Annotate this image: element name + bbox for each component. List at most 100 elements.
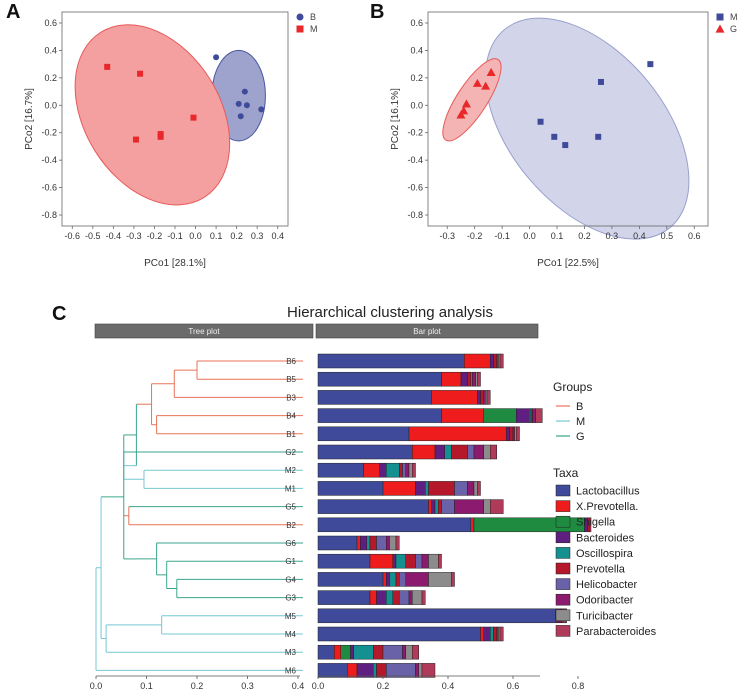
- clustering-panel: Hierarchical clustering analysis Tree pl…: [90, 304, 657, 691]
- bar-segment-m2-prevotella: [399, 462, 403, 478]
- bar-segment-m4-prevotella: [493, 626, 497, 642]
- taxa-legend-label-helicobacter: Helicobacter: [576, 579, 637, 591]
- bar-segment-g2-bacteroides: [434, 444, 445, 460]
- taxa-legend-swatch-oscillospira: [555, 547, 571, 559]
- point-a-b-4: [243, 102, 250, 109]
- bar-segment-g6-prevotella: [369, 535, 377, 551]
- sample-labels: B6 B5 B3 B4 B1 G2 M2 M1 G5 B2 G6 G1 G4 G3 M5 M4 M3 M6: [285, 357, 297, 675]
- bar-segment-b1-prevotella: [509, 426, 514, 442]
- point-b-m-1: [647, 61, 654, 68]
- bar-segment-g2-helicobacter: [467, 444, 475, 460]
- bar-segment-m1-helicobacter: [454, 481, 468, 496]
- bar-segment-b4-odoribacter: [532, 408, 536, 423]
- x-tick-label: 0.4: [271, 231, 284, 241]
- bar-segment-g3-parabacteroides: [421, 590, 426, 605]
- x-tick-label: 0.2: [230, 231, 243, 241]
- bar-segment-b6-xprevotella: [464, 353, 491, 369]
- bar-segment-g2-odoribacter: [473, 444, 484, 460]
- bar-segment-g5-oscillospira: [434, 499, 439, 514]
- bar-segment-g4-odoribacter: [405, 572, 429, 587]
- bar-axis-tick-label: 0.4: [442, 681, 455, 691]
- sample-label-g6: G6: [285, 539, 296, 548]
- bar-segment-g3-turicibacter: [412, 590, 423, 605]
- panel-letter-c: C: [52, 303, 66, 325]
- bar-segment-g3-lactobacillus: [317, 590, 371, 605]
- bar-segment-g1-parabacteroides: [438, 553, 442, 569]
- bar-segment-g5-odoribacter: [454, 499, 484, 514]
- taxa-legend-label-lactobacillus: Lactobacillus: [576, 486, 640, 498]
- bar-segment-g4-bacteroides: [386, 572, 390, 587]
- groups-legend: BMG: [556, 401, 585, 443]
- sample-label-g1: G1: [285, 557, 296, 566]
- point-b-g-4: [461, 99, 471, 108]
- point-b-m-5: [562, 142, 569, 149]
- bar-segment-m3-turicibacter: [405, 644, 413, 660]
- taxa-legend-swatch-bacteroides: [555, 531, 571, 544]
- bar-segment-g2-lactobacillus: [317, 444, 413, 460]
- taxa-legend-swatch-helicobacter: [555, 578, 571, 590]
- taxa-legend-label-shigella: Shigella: [576, 517, 616, 529]
- y-tick-label: 0.2: [44, 73, 57, 83]
- bar-segment-g5-turicibacter: [483, 499, 491, 514]
- bar-segment-m3-bacteroides: [350, 644, 354, 660]
- bar-segment-b4-shigella: [483, 408, 517, 423]
- sample-label-b1: B1: [286, 430, 296, 439]
- bar-segment-b6-prevotella: [493, 353, 497, 369]
- bar-segment-m4-bacteroides: [483, 626, 491, 642]
- point-a-m-2: [137, 70, 144, 77]
- bar-segment-m6-bacteroides: [356, 663, 374, 678]
- taxa-legend-label-parabacteroides: Parabacteroides: [576, 626, 657, 638]
- bar-segment-g1-turicibacter: [428, 553, 439, 569]
- y-tick-label: 0.6: [44, 18, 57, 28]
- sample-label-b4: B4: [286, 412, 296, 421]
- bar-segment-m2-helicobacter: [402, 462, 406, 478]
- x-tick-label: 0.1: [210, 231, 223, 241]
- bar-segment-g4-turicibacter: [428, 572, 452, 587]
- bar-segment-b2-lactobacillus: [317, 517, 471, 533]
- bar-segment-g4-oscillospira: [389, 572, 397, 587]
- point-a-m-4: [157, 133, 164, 140]
- bar-segment-m2-turicibacter: [408, 462, 413, 478]
- point-b-g-6: [456, 110, 466, 119]
- bar-segment-g1-prevotella: [405, 553, 416, 569]
- bar-segment-m1-oscillospira: [425, 481, 429, 496]
- bar-segment-b5-xprevotella: [441, 371, 462, 387]
- bar-segment-b5-odoribacter: [472, 371, 476, 387]
- bar-axis-tick-label: 0.6: [507, 681, 520, 691]
- bar-segment-b1-bacteroides: [506, 426, 510, 442]
- bar-segment-m2-lactobacillus: [317, 462, 364, 478]
- taxa-legend-label-oscillospira: Oscillospira: [576, 548, 634, 560]
- taxa-legend-swatch-prevotella: [555, 562, 571, 575]
- legend-b: M G: [715, 12, 738, 34]
- bar-segment-b2-parabacteroides: [589, 517, 592, 533]
- tree-plot-strip: [94, 323, 314, 339]
- x-tick-label: -0.1: [167, 231, 183, 241]
- taxa-legend-swatch-parabacteroides: [555, 625, 571, 637]
- bar-segment-g5-parabacteroides: [490, 499, 504, 514]
- bar-segment-b3-bacteroides: [477, 390, 481, 405]
- bar-segment-m2-odoribacter: [405, 462, 410, 478]
- bar-segment-m3-xprevotella: [334, 644, 341, 660]
- y-tick-label: 0.0: [410, 100, 423, 110]
- x-tick-label: -0.3: [439, 231, 455, 241]
- taxa-legend-swatch-odoribacter: [555, 593, 571, 606]
- sample-label-b6: B6: [286, 357, 296, 366]
- ellipse-layer-a: [74, 24, 266, 206]
- bar-segment-g6-lactobacillus: [317, 535, 358, 551]
- tree-axis-tick-label: 0.3: [241, 681, 254, 691]
- bar-segment-b3-parabacteroides: [486, 390, 491, 405]
- bar-segment-b5-parabacteroides: [477, 371, 481, 387]
- bar-segment-m1-prevotella: [428, 481, 455, 496]
- x-tick-label: 0.4: [633, 231, 646, 241]
- bar-segment-m6-xprevotella: [347, 663, 358, 678]
- bar-segment-b5-bacteroides: [460, 371, 468, 387]
- ellipse-layer-b: [442, 17, 690, 240]
- point-layer-b: [456, 61, 654, 149]
- x-tick-label: 0.3: [606, 231, 619, 241]
- bar-segment-g1-lactobacillus: [317, 553, 371, 569]
- bar-segment-g3-oscillospira: [386, 590, 393, 605]
- sample-label-m1: M1: [285, 484, 297, 493]
- sample-label-b5: B5: [286, 375, 296, 384]
- taxa-legend-title: Taxa: [553, 466, 579, 480]
- bar-segment-m1-turicibacter: [473, 481, 478, 496]
